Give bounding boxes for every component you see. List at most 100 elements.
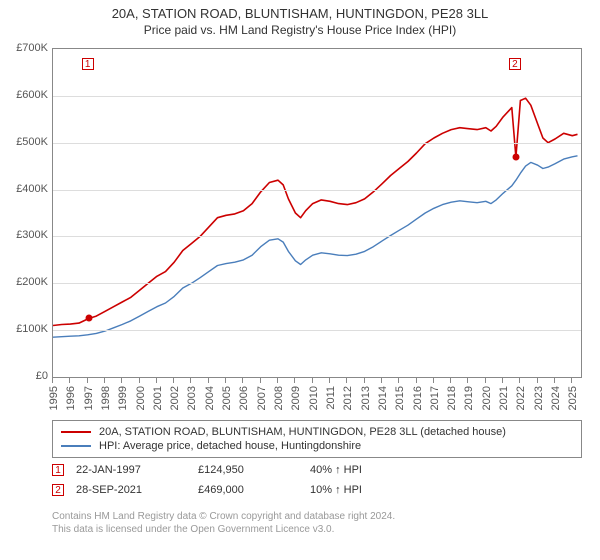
sale-row: 1 22-JAN-1997 £124,950 40% ↑ HPI [52,464,582,476]
x-tick [121,377,122,383]
sale-row-marker: 2 [52,484,64,496]
footer-line2: This data is licensed under the Open Gov… [52,523,582,536]
x-tick [156,377,157,383]
sale-row-price: £469,000 [198,484,298,496]
grid-line [53,190,581,191]
legend-row-subject: 20A, STATION ROAD, BLUNTISHAM, HUNTINGDO… [61,425,573,439]
x-tick-label: 2011 [325,386,337,410]
legend-row-hpi: HPI: Average price, detached house, Hunt… [61,439,573,453]
x-tick [87,377,88,383]
x-tick-label: 2003 [186,386,198,410]
x-tick-label: 2025 [567,386,579,410]
x-tick [173,377,174,383]
legend: 20A, STATION ROAD, BLUNTISHAM, HUNTINGDO… [52,420,582,458]
sale-dot [512,154,519,161]
x-tick [537,377,538,383]
x-tick-label: 1996 [65,386,77,410]
sale-dot [85,315,92,322]
y-tick-label: £600K [4,89,48,101]
y-tick-label: £200K [4,276,48,288]
legend-label-subject: 20A, STATION ROAD, BLUNTISHAM, HUNTINGDO… [99,426,506,438]
sale-row-delta: 40% ↑ HPI [310,464,362,476]
x-tick [519,377,520,383]
sale-row-date: 22-JAN-1997 [76,464,186,476]
sale-row-delta: 10% ↑ HPI [310,484,362,496]
sale-marker-box: 1 [82,58,94,70]
grid-line [53,96,581,97]
y-tick-label: £500K [4,136,48,148]
x-tick-label: 1999 [117,386,129,410]
lines-svg [53,49,581,377]
legend-swatch-subject [61,431,91,433]
x-tick-label: 2009 [290,386,302,410]
x-tick [416,377,417,383]
x-tick [554,377,555,383]
x-tick [329,377,330,383]
x-tick-label: 2022 [515,386,527,410]
x-tick-label: 2013 [360,386,372,410]
x-tick [381,377,382,383]
x-tick [433,377,434,383]
x-tick [260,377,261,383]
x-tick [208,377,209,383]
x-tick [139,377,140,383]
grid-line [53,236,581,237]
x-tick [52,377,53,383]
x-tick-label: 2021 [498,386,510,410]
x-tick-label: 2012 [342,386,354,410]
sale-row-marker: 1 [52,464,64,476]
footer: Contains HM Land Registry data © Crown c… [52,510,582,536]
x-tick-label: 2018 [446,386,458,410]
x-tick [571,377,572,383]
sale-row-price: £124,950 [198,464,298,476]
x-tick [485,377,486,383]
x-tick-label: 1997 [83,386,95,410]
x-tick-label: 2008 [273,386,285,410]
x-tick [69,377,70,383]
y-tick-label: £700K [4,42,48,54]
x-tick-label: 2010 [308,386,320,410]
y-tick-label: £0 [4,370,48,382]
x-tick-label: 2000 [135,386,147,410]
x-tick [104,377,105,383]
x-tick-label: 2019 [463,386,475,410]
x-tick-label: 2024 [550,386,562,410]
x-tick-label: 2005 [221,386,233,410]
x-tick-label: 1998 [100,386,112,410]
legend-label-hpi: HPI: Average price, detached house, Hunt… [99,440,361,452]
y-tick-label: £400K [4,183,48,195]
x-tick-label: 2017 [429,386,441,410]
x-tick-label: 2006 [238,386,250,410]
x-tick [450,377,451,383]
x-tick-label: 2004 [204,386,216,410]
x-tick-label: 2015 [394,386,406,410]
plot-area [52,48,582,378]
x-tick [294,377,295,383]
x-tick [312,377,313,383]
x-tick-label: 2014 [377,386,389,410]
x-tick [467,377,468,383]
y-tick-label: £300K [4,229,48,241]
chart-container: { "title": "20A, STATION ROAD, BLUNTISHA… [0,0,600,560]
chart-title: 20A, STATION ROAD, BLUNTISHAM, HUNTINGDO… [0,6,600,21]
y-tick-label: £100K [4,323,48,335]
x-tick [398,377,399,383]
sale-row-date: 28-SEP-2021 [76,484,186,496]
grid-line [53,283,581,284]
x-tick-label: 2002 [169,386,181,410]
line-subject [53,98,578,325]
x-tick [364,377,365,383]
grid-line [53,143,581,144]
chart-subtitle: Price paid vs. HM Land Registry's House … [0,23,600,37]
x-tick-label: 2020 [481,386,493,410]
x-tick-label: 2007 [256,386,268,410]
x-tick-label: 2023 [533,386,545,410]
sale-row: 2 28-SEP-2021 £469,000 10% ↑ HPI [52,484,582,496]
line-hpi [53,156,578,337]
x-tick-label: 2001 [152,386,164,410]
x-tick [225,377,226,383]
x-tick-label: 2016 [412,386,424,410]
legend-swatch-hpi [61,445,91,447]
x-tick [502,377,503,383]
sale-marker-box: 2 [509,58,521,70]
